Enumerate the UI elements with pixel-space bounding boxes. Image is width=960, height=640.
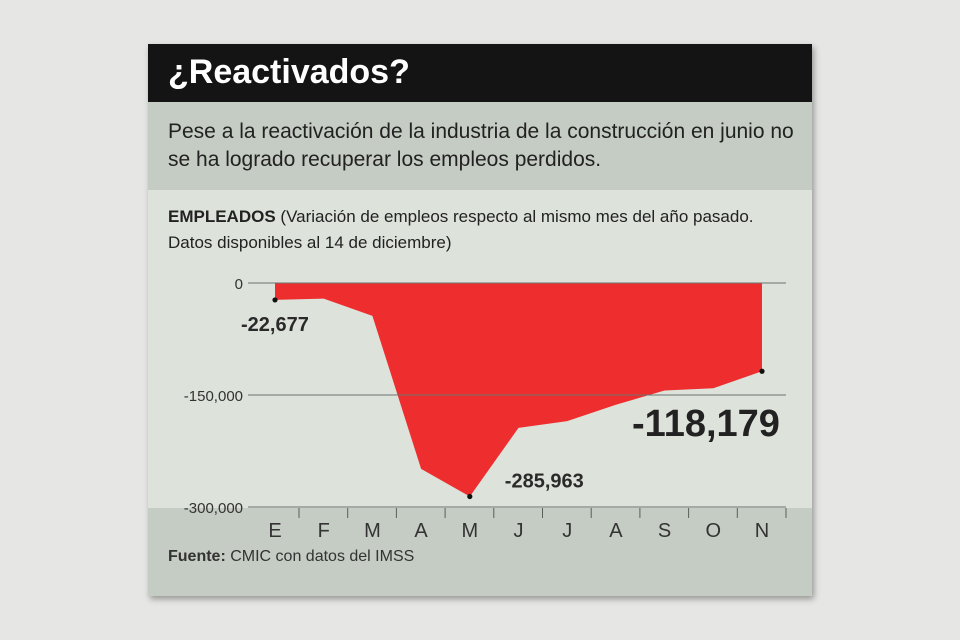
x-tick-label-0: E <box>268 520 281 542</box>
area-series <box>275 283 762 497</box>
x-tick-label-6: J <box>562 520 572 542</box>
y-tick-label-1: -150,000 <box>184 388 243 405</box>
chart-header: EMPLEADOS (Variación de empleos respecto… <box>168 204 798 256</box>
data-label-1: -285,963 <box>505 471 584 493</box>
x-tick-label-4: M <box>461 520 478 542</box>
x-tick-label-10: N <box>755 520 769 542</box>
chart-title: ¿Reactivados? <box>168 53 410 91</box>
area-chart: 0 -150,000 -300,000 E F M A M J J A S O N -22,677 -285,… <box>184 276 787 542</box>
x-tick-label-1: F <box>318 520 330 542</box>
x-tick-label-7: A <box>609 520 623 542</box>
infographic-card: ¿Reactivados? Pese a la reactivación de … <box>148 44 812 596</box>
source-text: CMIC con datos del IMSS <box>225 548 415 565</box>
data-point-4 <box>467 493 473 500</box>
chart-header-rest: (Variación de empleos respecto al mismo … <box>168 207 754 252</box>
x-tick-label-5: J <box>514 520 524 542</box>
data-point-10 <box>759 368 765 374</box>
source-label: Fuente: <box>168 548 226 565</box>
data-point-0 <box>272 297 278 303</box>
x-tick-label-9: O <box>706 520 722 542</box>
subtitle-band: Pese a la reactivación de la industria d… <box>148 102 812 190</box>
data-label-0: -22,677 <box>241 314 309 336</box>
chart-header-bold: EMPLEADOS <box>168 207 276 226</box>
y-tick-label-2: -300,000 <box>184 500 243 517</box>
x-tick-label-8: S <box>658 520 671 542</box>
x-tick-label-2: M <box>364 520 381 542</box>
footer-band: Fuente: CMIC con datos del IMSS <box>148 508 812 596</box>
title-bar: ¿Reactivados? <box>148 44 812 102</box>
y-tick-label-0: 0 <box>235 276 243 293</box>
chart-subtitle: Pese a la reactivación de la industria d… <box>168 120 794 171</box>
data-label-2: -118,179 <box>632 403 780 445</box>
x-tick-label-3: A <box>414 520 428 542</box>
source-line: Fuente: CMIC con datos del IMSS <box>168 548 414 566</box>
